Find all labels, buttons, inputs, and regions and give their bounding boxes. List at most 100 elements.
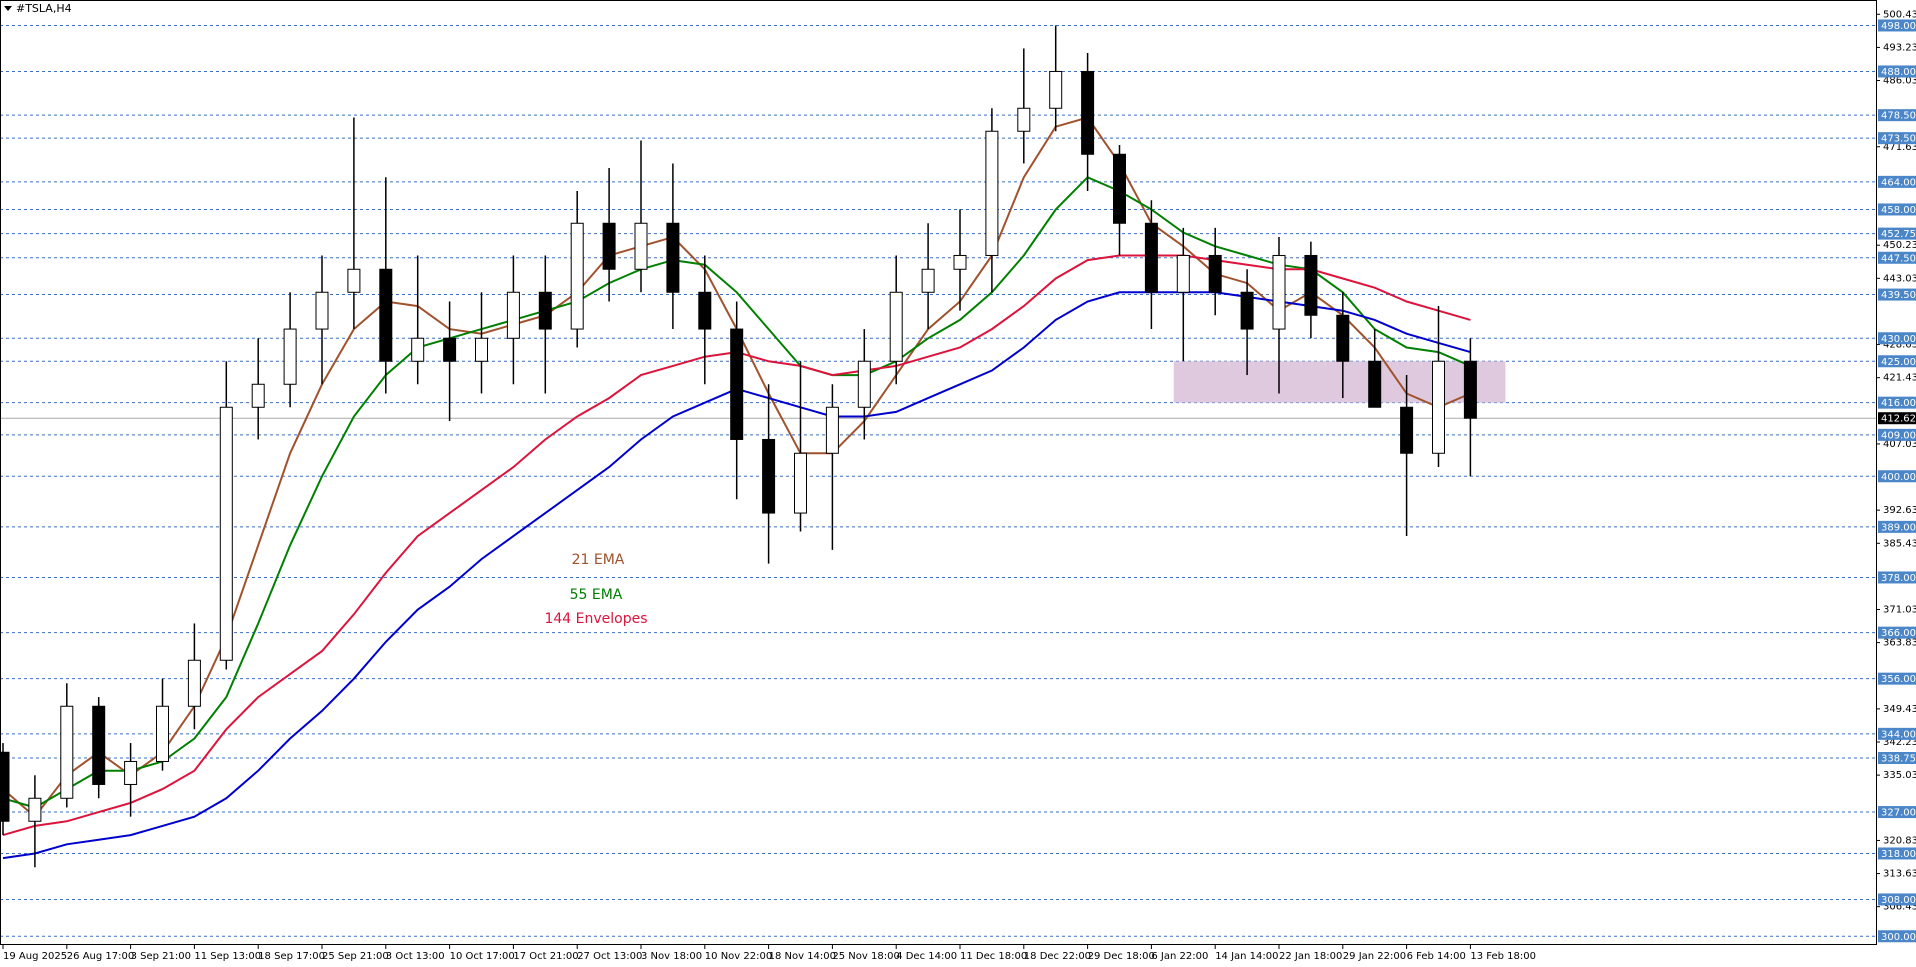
menu-arrow (4, 6, 12, 11)
level-label: 464.00 (1881, 177, 1916, 188)
candle-body (1432, 360, 1445, 454)
zone (1173, 361, 1506, 403)
y-tick-label: 500.43 (1883, 9, 1916, 20)
level-label-box (1878, 727, 1916, 740)
candle-body (857, 360, 871, 408)
candle-body (1272, 254, 1286, 330)
candle-body (762, 438, 776, 514)
plot-frame (0, 0, 1877, 945)
level-label: 425.00 (1881, 357, 1916, 368)
x-tick-label: 25 Nov 18:00 (832, 951, 899, 962)
x-tick-label: 10 Oct 17:00 (450, 951, 515, 962)
level-label-box (1878, 806, 1916, 819)
x-tick-label: 25 Sep 21:00 (322, 951, 389, 962)
candle-body (0, 751, 10, 822)
y-tick-label: 443.03 (1883, 273, 1916, 284)
candle-body (1240, 291, 1254, 330)
level-label: 356.00 (1881, 674, 1916, 685)
candle-body (28, 797, 42, 822)
x-tick-label: 29 Jan 22:00 (1343, 951, 1406, 962)
candle-body (1336, 314, 1350, 362)
level-label: 318.00 (1881, 849, 1916, 860)
y-tick-label: 428.63 (1883, 340, 1916, 351)
candle-body (411, 337, 425, 362)
level-label-box (1878, 520, 1916, 533)
candle-body (443, 337, 457, 362)
candle-body (698, 291, 712, 330)
level-label: 400.00 (1881, 472, 1916, 483)
y-tick-label: 392.63 (1883, 505, 1916, 516)
candle-body (124, 760, 138, 785)
marks (0, 25, 1506, 868)
x-tick-label: 4 Dec 14:00 (896, 951, 957, 962)
level-label: 473.50 (1881, 134, 1916, 145)
level-label-box (1878, 175, 1916, 188)
x-tick-label: 6 Feb 14:00 (1407, 951, 1466, 962)
x-tick-label: 10 Nov 22:00 (705, 951, 772, 962)
level-label: 416.00 (1881, 398, 1916, 409)
x-tick-label: 29 Dec 18:00 (1088, 951, 1155, 962)
level-label-box (1878, 132, 1916, 145)
candle-body (1400, 406, 1414, 454)
x-tick-label: 3 Oct 13:00 (386, 951, 445, 962)
y-tick-label: 450.23 (1883, 240, 1916, 251)
level-label-box (1878, 396, 1916, 409)
level-label-box (1878, 672, 1916, 685)
levels (0, 13, 1880, 937)
current-price-label: 412.62 (1881, 414, 1916, 425)
level-label: 488.00 (1881, 67, 1916, 78)
candle-body (60, 705, 74, 799)
x-tick-label: 11 Dec 18:00 (960, 951, 1027, 962)
indicator-label: 144 Envelopes (544, 611, 647, 627)
level-label: 430.00 (1881, 334, 1916, 345)
y-tick-label: 313.63 (1883, 869, 1916, 880)
level-label: 478.50 (1881, 111, 1916, 122)
level-label: 409.00 (1881, 430, 1916, 441)
level-label: 498.00 (1881, 21, 1916, 32)
x-tick-label: 6 Jan 22:00 (1151, 951, 1208, 962)
candle-body (379, 268, 393, 362)
level-label-box (1878, 332, 1916, 345)
candle-body (475, 337, 488, 362)
candle-body (347, 268, 361, 293)
y-tick-label: 471.63 (1883, 142, 1916, 153)
level-label-box (1878, 355, 1916, 368)
candle-body (921, 268, 935, 293)
level-label-box (1878, 203, 1916, 216)
y-tick-label: 320.83 (1883, 835, 1916, 846)
level-label: 308.00 (1881, 895, 1916, 906)
level-label-box (1878, 428, 1916, 441)
candle-body (1176, 254, 1190, 293)
level-label-box (1878, 19, 1916, 32)
x-tick-label: 22 Jan 18:00 (1279, 951, 1342, 962)
y-tick-label: 306.43 (1883, 902, 1916, 913)
level-label: 452.75 (1881, 229, 1916, 240)
candle-body (602, 222, 616, 270)
x-tick-label: 13 Feb 18:00 (1470, 951, 1536, 962)
candle-body (187, 659, 201, 707)
level-label-box (1878, 65, 1916, 78)
candle-body (156, 705, 169, 762)
candle-body (889, 291, 903, 362)
y-tick-label: 493.23 (1883, 42, 1916, 53)
x-tick-label: 27 Oct 13:00 (577, 951, 642, 962)
x-tick-label: 18 Dec 22:00 (1024, 951, 1091, 962)
candle-body (315, 291, 329, 330)
candle-body (666, 222, 680, 293)
candle-body (251, 383, 265, 408)
candle-body (1304, 254, 1318, 316)
level-label: 338.75 (1881, 754, 1916, 765)
candle-body (570, 222, 584, 330)
level-label-box (1878, 752, 1916, 765)
candle-body (1208, 254, 1222, 293)
x-tick-label: 3 Nov 18:00 (641, 951, 702, 962)
level-label: 366.00 (1881, 628, 1916, 639)
y-tick-label: 421.43 (1883, 373, 1916, 384)
candle-body (825, 406, 839, 454)
x-tick-label: 26 Aug 17:00 (67, 951, 134, 962)
candle-body (1144, 222, 1158, 293)
y-tick-label: 342.23 (1883, 737, 1916, 748)
y-tick-label: 335.03 (1883, 770, 1916, 781)
